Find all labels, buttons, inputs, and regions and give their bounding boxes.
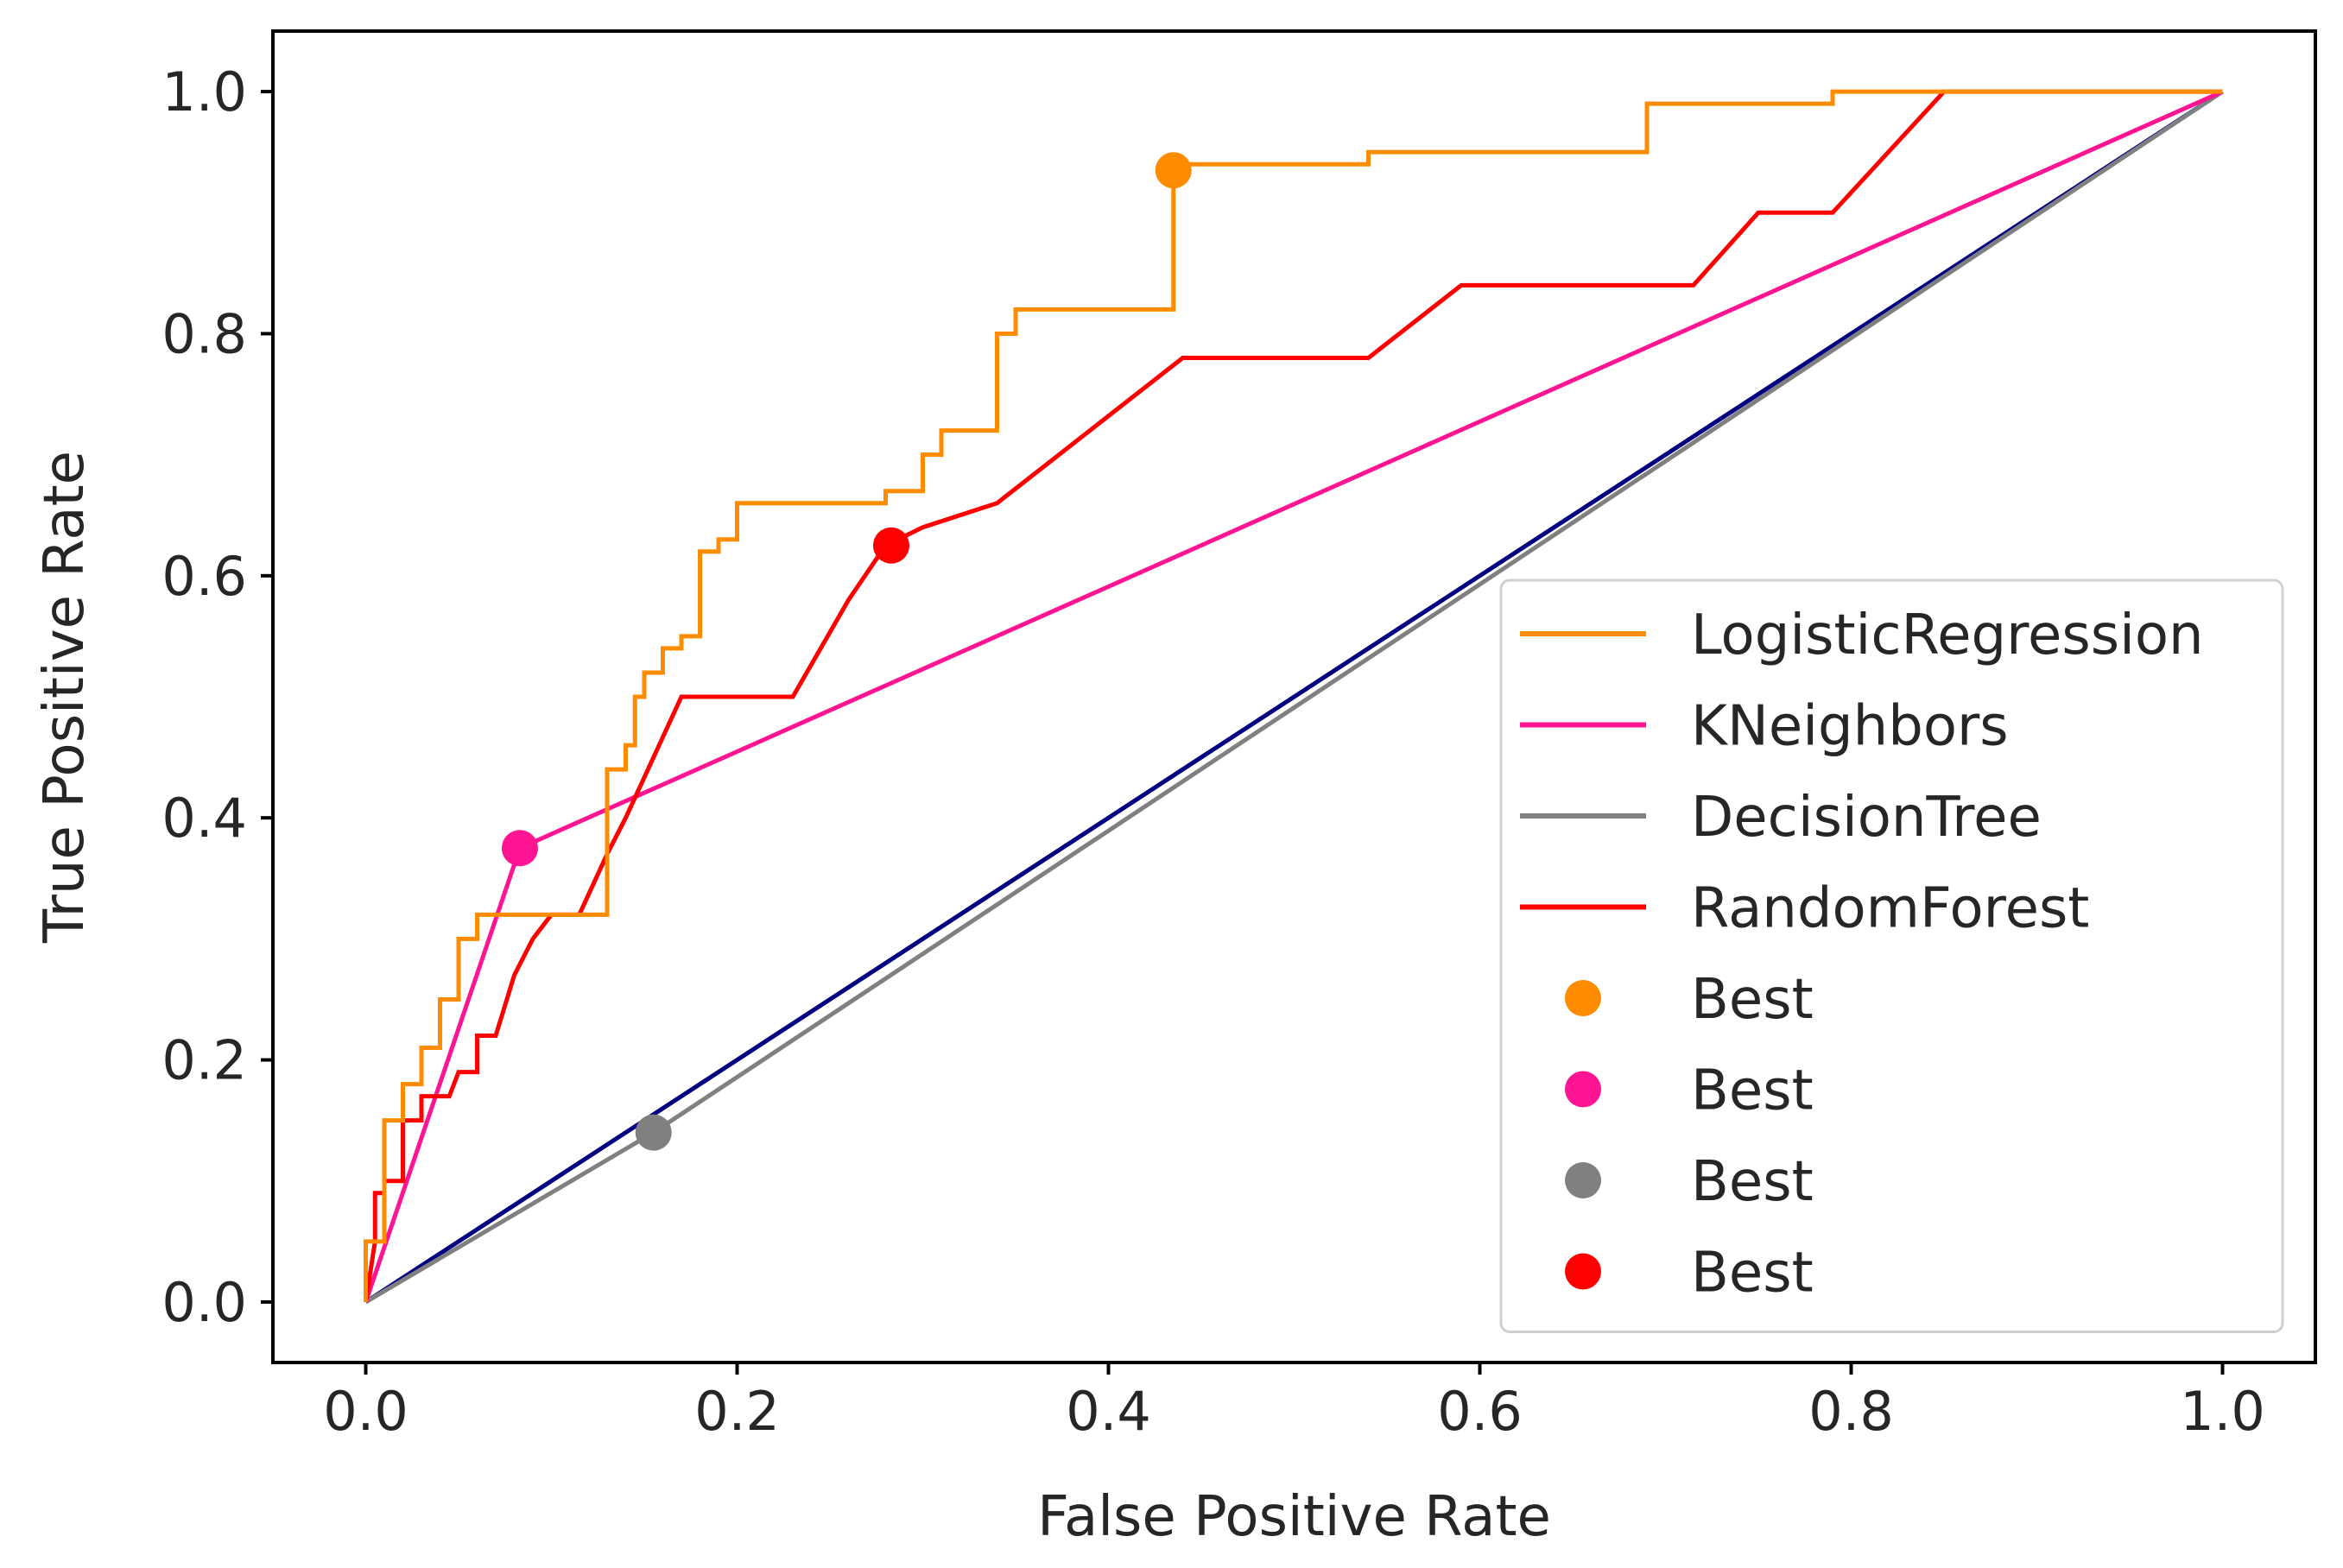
axes-frame xyxy=(271,29,2317,1364)
best-point-decisiontree xyxy=(635,1114,672,1151)
legend: LogisticRegression KNeighbors DecisionTree… xyxy=(1499,579,2284,1333)
y-tick-label: 0.2 xyxy=(161,1029,247,1092)
x-tick-label: 0.2 xyxy=(694,1380,780,1443)
y-tick-label: 1.0 xyxy=(161,60,247,123)
y-tick-label: 0.0 xyxy=(161,1271,247,1334)
series-line-randomforest xyxy=(364,89,2223,1303)
ticks: 0.0 0.2 0.4 0.6 0.8 1.0 0.0 0.2 0.4 0.6 0.8 1.0 xyxy=(161,60,2264,1443)
x-tick-label: 0.6 xyxy=(1437,1380,1523,1443)
legend-box xyxy=(1499,579,2284,1333)
legend-marker-swatch xyxy=(1565,980,1601,1016)
legend-marker-swatch xyxy=(1565,1071,1601,1108)
chance-line xyxy=(364,89,2224,1305)
legend-label: LogisticRegression xyxy=(1691,604,2204,667)
y-tick-label: 0.6 xyxy=(161,545,247,608)
legend-label: Best xyxy=(1691,1150,1814,1214)
legend-label: RandomForest xyxy=(1691,877,2089,941)
legend-label: DecisionTree xyxy=(1691,786,2042,850)
legend-label: Best xyxy=(1691,968,1814,1032)
plot-area xyxy=(364,89,2224,1305)
legend-marker-swatch xyxy=(1565,1162,1601,1198)
x-tick-label: 0.4 xyxy=(1066,1380,1151,1443)
x-axis-label: False Positive Rate xyxy=(1037,1485,1551,1549)
x-tick-label: 0.8 xyxy=(1808,1380,1894,1443)
y-tick-label: 0.8 xyxy=(161,302,247,365)
legend-label: Best xyxy=(1691,1059,1814,1123)
best-point-kneighbors xyxy=(501,830,538,867)
y-axis-label: True Positive Rate xyxy=(33,451,97,944)
series-line-logisticregression xyxy=(364,89,2223,1302)
x-tick-label: 1.0 xyxy=(2180,1380,2265,1443)
y-tick-label: 0.4 xyxy=(161,787,247,850)
legend-marker-swatch xyxy=(1565,1253,1601,1290)
legend-label: Best xyxy=(1691,1242,1814,1306)
x-tick-label: 0.0 xyxy=(323,1380,408,1443)
best-point-logisticregression xyxy=(1155,152,1192,189)
legend-label: KNeighbors xyxy=(1691,695,2009,759)
best-point-randomforest xyxy=(872,527,909,564)
